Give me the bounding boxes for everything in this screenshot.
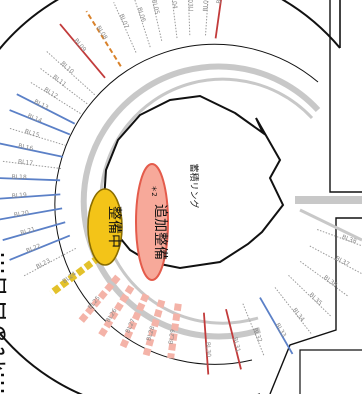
beamline-label: BL28: [145, 325, 156, 342]
beamline-label: BL10: [59, 60, 75, 75]
beamline-label: BL31: [231, 337, 241, 354]
beamline-label: BL29: [168, 329, 177, 345]
beamline-bl30: [203, 312, 210, 375]
beamline-label: BL01U: [215, 0, 225, 4]
beamline-bl02u: [205, 0, 209, 36]
beamline-bl04: [171, 0, 178, 39]
beamline-label: BL08: [95, 25, 109, 42]
beamline-bl15: [8, 127, 67, 146]
beamline-label: BL33: [274, 322, 288, 339]
beamline-bl24: [49, 254, 102, 297]
beamline-bl07: [113, 2, 137, 53]
beamline-label: BL15: [24, 128, 41, 139]
beamline-bl05: [151, 0, 163, 41]
beamline-bl21: [2, 221, 66, 241]
beamline-label: BL19: [12, 192, 28, 200]
beamline-bl08: [85, 10, 122, 67]
beamline-label: BL06: [136, 6, 147, 23]
beamline-bl14: [9, 109, 71, 136]
beamline-label: BL02U: [202, 0, 210, 12]
left-edge-text: …れる日名…: [0, 251, 10, 394]
beamline-bl22: [9, 234, 71, 261]
beamline-bl19: [0, 193, 61, 200]
in-progress-badge: 整備中: [87, 188, 123, 266]
beamline-bl37: [309, 245, 362, 275]
planned-upgrade-badge: 追加整備 ＊2: [135, 163, 169, 281]
beamline-label: BL21: [20, 226, 37, 237]
beamline-label: BL30: [204, 342, 212, 358]
beamline-label: BL05: [150, 0, 160, 15]
beamline-label: BL34: [291, 307, 306, 323]
beamline-bl17: [1, 160, 62, 169]
hall-right-wall-lower: [269, 217, 362, 394]
beamline-label: BL17: [18, 158, 34, 167]
beamline-bl36: [299, 260, 349, 298]
beamline-label: BL22: [25, 242, 42, 254]
hall-inner-wall: [299, 349, 362, 394]
beamline-bl11: [38, 67, 88, 105]
beamline-bl20: [0, 207, 63, 221]
planned-upgrade-note: ＊2: [150, 185, 158, 196]
beamline-bl01u: [214, 0, 222, 39]
beamline-label: BL18: [11, 174, 27, 182]
beamline-label: BL38: [341, 234, 358, 246]
beamline-bl03u: [188, 0, 191, 36]
beamline-bl16: [0, 142, 64, 158]
in-progress-label: 整備中: [106, 206, 122, 248]
beamline-label: BL32: [251, 327, 263, 344]
beamline-label: BL16: [18, 142, 34, 152]
beamline-bl35: [288, 274, 333, 318]
beamline-bl33: [259, 297, 294, 355]
planned-upgrade-label: 追加整備: [152, 204, 168, 260]
beamline-bl13: [16, 93, 76, 125]
beamline-label: BL09: [72, 37, 87, 53]
beamline-label: BL14: [26, 113, 43, 125]
beamline-label: BL20: [13, 209, 29, 219]
beamline-label: BL23: [35, 257, 52, 270]
beamline-label: BL35: [308, 291, 324, 307]
beamline-bl31: [225, 308, 242, 370]
hall-right-wall: [329, 0, 362, 193]
beamline-bl10: [46, 50, 96, 96]
beamline-label: BL03U: [186, 0, 194, 11]
beamline-bl09: [59, 23, 106, 79]
beamline-label: BL13: [33, 98, 50, 111]
beamline-bl23: [22, 247, 77, 277]
floor-boundary: [54, 43, 319, 365]
beamline-bl32: [242, 303, 265, 357]
beamline-bl34: [274, 287, 313, 336]
planned-upgrade-ellipse: [135, 163, 169, 281]
beamline-bl12: [29, 81, 81, 114]
beamline-bl18: [0, 177, 61, 182]
ring-label: 蓄積リング: [188, 163, 200, 208]
beamline-bl38: [317, 229, 362, 247]
beamline-bl29: [167, 303, 182, 359]
straight-section-branch: [299, 208, 362, 242]
beamline-label: BL07: [118, 13, 131, 30]
in-progress-ellipse: [87, 188, 123, 266]
beamline-label: BL11: [51, 74, 67, 89]
beamline-label: BL04: [170, 0, 179, 9]
beamline-bl06: [134, 0, 151, 48]
